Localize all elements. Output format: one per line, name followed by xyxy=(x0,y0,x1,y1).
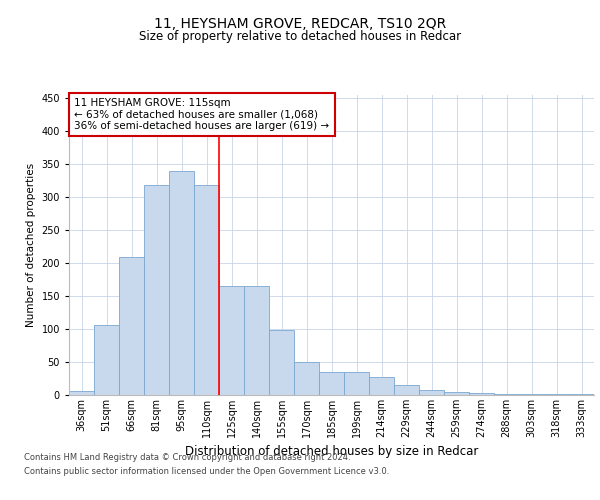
Bar xyxy=(419,390,444,395)
Bar xyxy=(494,394,519,395)
Bar xyxy=(394,385,419,395)
Bar xyxy=(269,330,294,395)
Text: Contains public sector information licensed under the Open Government Licence v3: Contains public sector information licen… xyxy=(24,467,389,476)
Bar xyxy=(169,171,194,395)
Bar xyxy=(469,393,494,395)
Bar xyxy=(119,256,144,395)
Text: 11 HEYSHAM GROVE: 115sqm
← 63% of detached houses are smaller (1,068)
36% of sem: 11 HEYSHAM GROVE: 115sqm ← 63% of detach… xyxy=(74,98,329,131)
Bar xyxy=(194,186,219,395)
Text: Size of property relative to detached houses in Redcar: Size of property relative to detached ho… xyxy=(139,30,461,43)
Y-axis label: Number of detached properties: Number of detached properties xyxy=(26,163,36,327)
Bar xyxy=(294,362,319,395)
Bar xyxy=(219,286,244,395)
Bar xyxy=(94,325,119,395)
Text: Contains HM Land Registry data © Crown copyright and database right 2024.: Contains HM Land Registry data © Crown c… xyxy=(24,454,350,462)
Bar xyxy=(444,392,469,395)
Bar xyxy=(519,394,544,395)
Bar xyxy=(544,394,569,395)
Bar xyxy=(344,372,369,395)
X-axis label: Distribution of detached houses by size in Redcar: Distribution of detached houses by size … xyxy=(185,446,478,458)
Bar xyxy=(244,286,269,395)
Bar xyxy=(319,372,344,395)
Text: 11, HEYSHAM GROVE, REDCAR, TS10 2QR: 11, HEYSHAM GROVE, REDCAR, TS10 2QR xyxy=(154,18,446,32)
Bar xyxy=(144,186,169,395)
Bar xyxy=(69,391,94,395)
Bar xyxy=(569,394,594,395)
Bar xyxy=(369,376,394,395)
